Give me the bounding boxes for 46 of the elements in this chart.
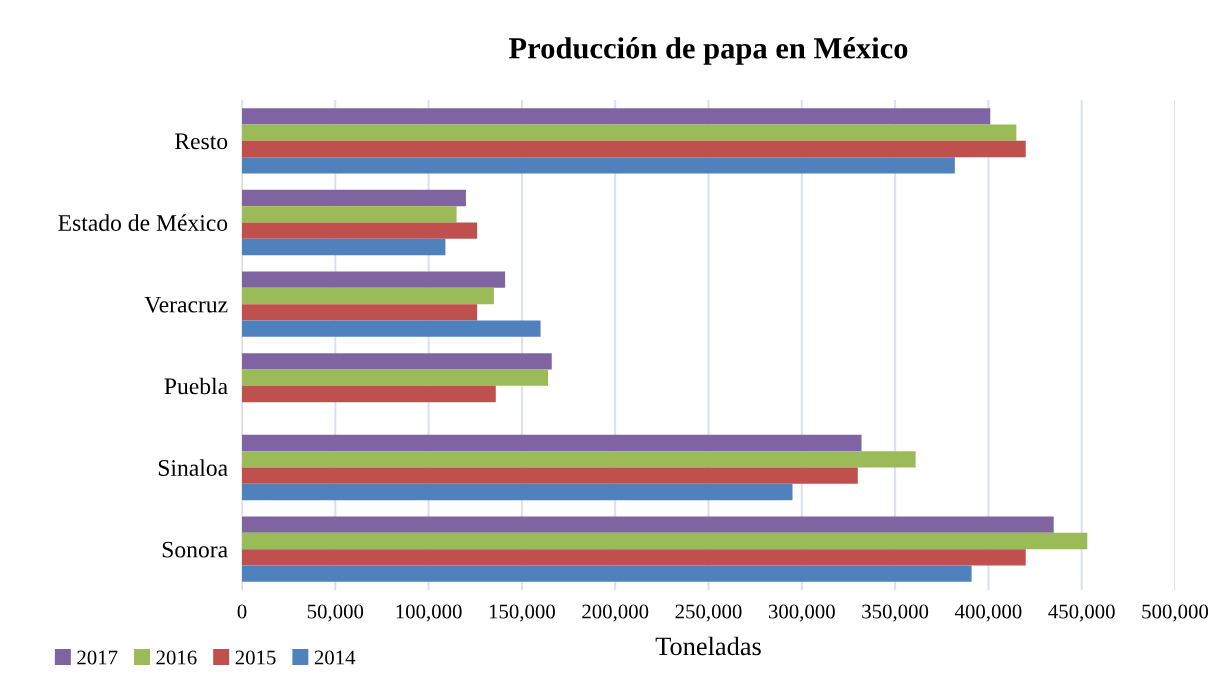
x-tick-label: 200,000	[582, 604, 649, 622]
bar	[242, 271, 506, 288]
bar	[242, 108, 991, 125]
x-tick-label: 100,000	[396, 604, 462, 622]
x-tick-label: 400,000	[954, 604, 1022, 622]
bar	[242, 483, 793, 501]
x-tick-label: 150,000	[489, 604, 555, 622]
legend-label: 2017	[77, 650, 118, 665]
y-tick-label: Puebla	[164, 377, 228, 395]
bar	[242, 238, 446, 256]
bar	[242, 206, 457, 223]
bar	[242, 189, 466, 207]
x-axis-title: Toneladas	[655, 636, 761, 656]
bar	[242, 369, 549, 386]
bar	[242, 157, 955, 174]
x-tick-label: 450,000	[1048, 604, 1115, 622]
y-tick-label: Sonora	[162, 541, 228, 558]
bar	[242, 532, 1088, 550]
bar	[242, 287, 494, 305]
legend-label: 2016	[156, 650, 197, 665]
bar	[242, 516, 1054, 533]
bar	[242, 304, 478, 321]
bar	[242, 549, 1026, 566]
bar	[242, 353, 552, 370]
bar	[242, 434, 862, 452]
legend-label: 2014	[314, 650, 356, 665]
x-tick-label: 300,000	[768, 604, 835, 622]
x-tick-label: 50,000	[307, 604, 364, 622]
y-tick-label: Resto	[175, 133, 228, 150]
x-tick-label: 350,000	[862, 604, 929, 622]
bar	[242, 467, 858, 484]
legend-label: 2015	[235, 650, 276, 665]
x-tick-label: 250,000	[675, 604, 742, 622]
x-tick-label: 500,000	[1142, 604, 1209, 622]
bar	[242, 140, 1026, 158]
y-tick-label: Estado de México	[58, 214, 228, 231]
bar	[242, 124, 1017, 141]
bar	[242, 320, 541, 337]
bar	[242, 222, 478, 239]
chart-title: Producción de papa en México	[508, 37, 908, 65]
y-tick-label: Veracruz	[144, 296, 228, 313]
bar	[242, 451, 916, 468]
y-tick-label: Sinaloa	[158, 459, 228, 476]
x-tick-label: 0	[237, 604, 247, 619]
bar	[242, 385, 496, 403]
bar	[242, 565, 972, 582]
